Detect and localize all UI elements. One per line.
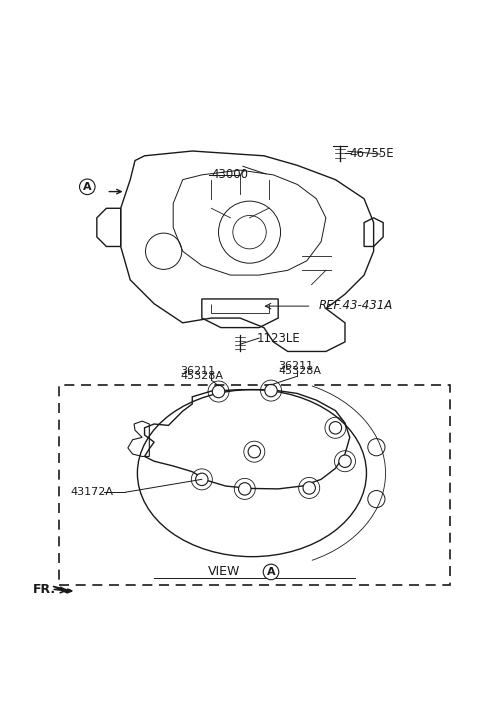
Text: A: A bbox=[267, 567, 276, 577]
Circle shape bbox=[248, 445, 261, 458]
FancyBboxPatch shape bbox=[59, 385, 450, 586]
Circle shape bbox=[303, 482, 315, 494]
Text: A: A bbox=[83, 182, 92, 192]
Circle shape bbox=[239, 483, 251, 495]
Text: 36211: 36211 bbox=[278, 361, 313, 371]
Text: 43172A: 43172A bbox=[71, 487, 114, 497]
Circle shape bbox=[265, 384, 277, 397]
Text: VIEW: VIEW bbox=[208, 565, 240, 578]
Text: REF.43-431A: REF.43-431A bbox=[319, 299, 393, 312]
Polygon shape bbox=[53, 586, 72, 593]
Text: 36211: 36211 bbox=[180, 365, 216, 375]
Text: 43000: 43000 bbox=[211, 168, 248, 181]
Circle shape bbox=[329, 422, 342, 434]
Circle shape bbox=[339, 455, 351, 467]
Text: 46755E: 46755E bbox=[350, 147, 395, 160]
Text: FR.: FR. bbox=[33, 583, 56, 596]
Text: 45328A: 45328A bbox=[278, 367, 321, 376]
Text: 45328A: 45328A bbox=[180, 371, 223, 381]
Text: 1123LE: 1123LE bbox=[257, 331, 300, 344]
Circle shape bbox=[196, 473, 208, 486]
Circle shape bbox=[212, 386, 225, 398]
